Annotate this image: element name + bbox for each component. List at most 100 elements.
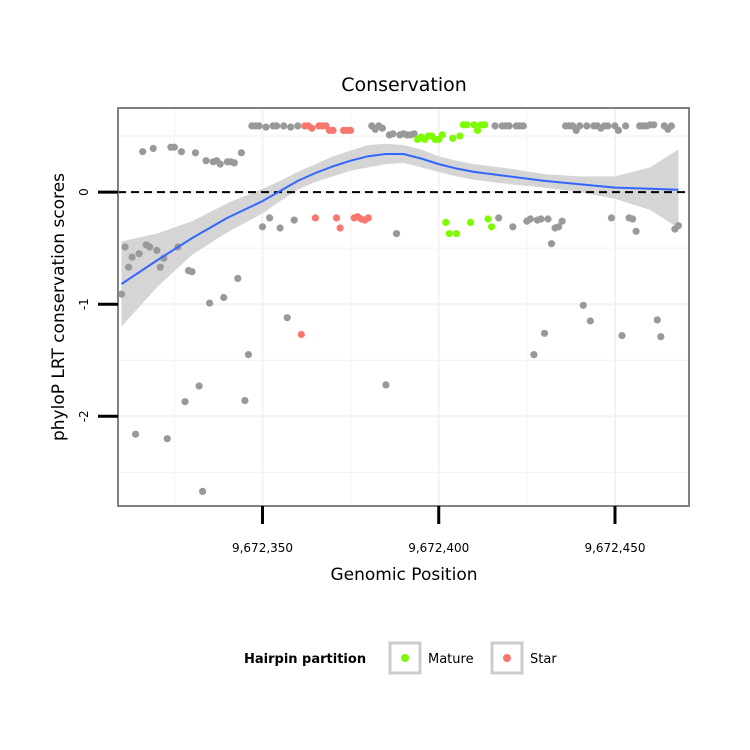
point-other [118,290,126,298]
point-other [537,215,545,223]
point-mature [473,126,482,134]
legend-swatch-star [503,654,511,662]
x-tick-label: 9,672,400 [408,541,469,555]
point-other [622,122,630,130]
point-other [230,159,238,167]
point-other [410,130,418,138]
point-other [163,435,171,443]
point-star [347,126,355,134]
grid [118,108,689,506]
point-other [195,382,203,390]
y-axis: 0 -1 -2 [77,188,118,422]
point-other [121,243,129,251]
point-other [618,332,626,340]
point-other [287,123,295,131]
point-other [191,149,200,157]
point-other [657,333,665,341]
point-other [206,299,214,307]
point-mature [449,134,457,142]
point-other [139,148,147,156]
point-other [283,314,291,322]
point-other [392,230,401,238]
point-other [382,381,390,389]
point-mature [438,131,446,139]
point-other [586,317,594,325]
point-other [378,124,386,132]
point-other [266,214,274,222]
point-other [632,227,640,235]
point-other [667,122,676,130]
smooth-trend-line [120,153,679,285]
point-mature [452,230,460,238]
point-other [273,122,281,130]
y-axis-title: phyloP LRT conservation scores [49,173,69,441]
x-tick-label: 9,672,350 [232,541,293,555]
point-other [505,122,513,130]
point-star [336,224,344,232]
point-other [614,126,623,134]
point-other [674,222,683,230]
x-axis: 9,672,350 9,672,400 9,672,450 [232,506,646,555]
confidence-ribbon [121,143,679,327]
point-other [519,122,527,130]
y-tick-label: -2 [77,410,91,422]
point-other [132,430,140,438]
point-other [146,243,154,251]
legend-item-mature: Mature [388,641,474,675]
point-mature [481,121,489,129]
point-other [258,223,267,231]
point-mature [484,215,492,223]
point-other [177,148,185,156]
point-other [170,143,178,151]
point-other [604,122,612,130]
point-other [576,122,584,130]
y-tick-label: -1 [77,298,91,310]
point-other [153,246,161,254]
point-other [629,215,637,223]
chart-title: Conservation [341,74,467,96]
point-other [491,122,499,130]
point-other [220,293,228,302]
point-other [216,160,224,168]
panel-border [117,107,690,507]
legend: Hairpin partition Mature Star [244,641,557,675]
point-other [579,301,587,309]
point-star [311,214,319,222]
point-other [262,123,270,131]
point-other [149,144,157,152]
x-axis-title: Genomic Position [330,565,477,585]
point-mature [470,121,478,129]
point-other [558,217,566,225]
point-other [290,216,298,224]
point-other [389,130,397,138]
point-mature [466,218,475,226]
point-mature [488,223,496,231]
point-star [364,214,372,222]
point-other [202,157,210,165]
point-star [332,214,341,222]
y-tick-label: 0 [77,188,91,196]
point-other [653,316,661,324]
point-other [188,268,196,276]
point-other [241,397,249,405]
legend-label-mature: Mature [428,652,474,667]
point-other [280,122,288,130]
point-mature [463,121,471,129]
legend-label-star: Star [530,652,557,667]
point-other [509,223,517,231]
point-other [555,223,563,231]
point-other [255,122,263,130]
point-star [329,126,337,134]
point-other [156,263,164,271]
data-points [118,121,683,495]
legend-title: Hairpin partition [244,652,366,667]
point-mature [442,218,450,226]
point-other [234,274,242,282]
point-other [544,215,552,223]
point-other [540,329,549,337]
legend-key-mature [388,641,422,675]
point-other [135,250,143,258]
point-other [530,351,538,359]
point-other [583,122,591,130]
point-mature [456,132,464,140]
